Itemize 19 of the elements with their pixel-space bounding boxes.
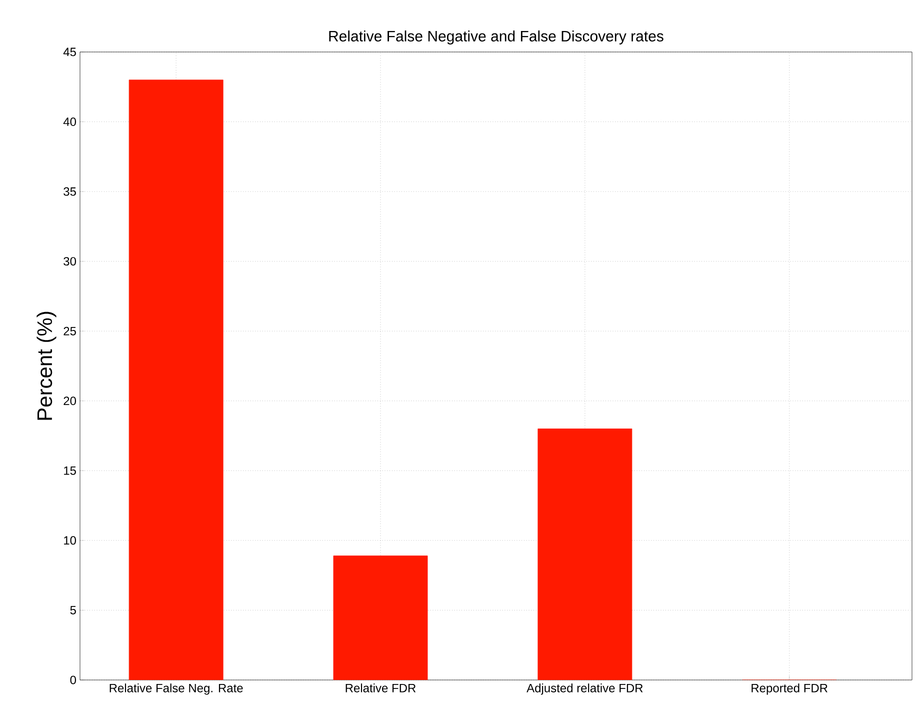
bar [128,80,224,680]
x-tick-label: Reported FDR [752,684,828,695]
x-tick-label: Relative FDR [346,684,416,692]
y-axis-title: Percent (%) [36,312,56,420]
x-tick-label: Relative False Neg. Rate [110,684,243,695]
y-tick-label: 20 [64,396,76,406]
y-tick-label: 15 [64,466,76,475]
bar [333,556,428,680]
x-tick-label: Adjusted relative FDR [526,684,643,695]
y-tick-label: 35 [64,187,76,196]
y-tick-label: 40 [63,118,76,126]
y-tick-label: 10 [64,536,76,545]
y-tick-label: 45 [63,48,76,56]
y-tick-label: 5 [70,606,76,614]
bar [538,428,632,680]
y-tick-label: 30 [64,257,76,266]
y-tick-label: 25 [64,326,76,336]
chart-title: Relative False Negative and False Discovery rates [329,30,664,44]
y-tick-label: 0 [70,676,76,684]
